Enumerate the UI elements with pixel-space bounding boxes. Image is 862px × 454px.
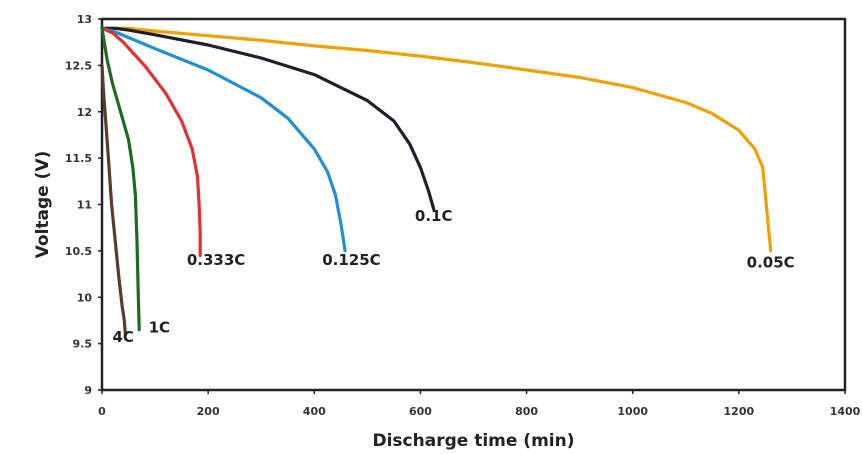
series-label-0p05c: 0.05C <box>747 254 795 272</box>
x-tick-label: 200 <box>197 405 220 418</box>
series-line-1c <box>100 26 141 332</box>
y-axis-label: Voltage (V) <box>33 151 53 259</box>
y-tick-label: 9.5 <box>73 338 93 351</box>
series-label-0p333c: 0.333C <box>187 251 245 269</box>
series-line-0p05c <box>100 26 773 253</box>
y-tick-label: 11.5 <box>65 152 92 165</box>
series-line-4c <box>100 63 128 336</box>
y-tick-label: 9 <box>84 384 92 397</box>
y-tick-label: 13 <box>77 13 92 26</box>
x-tick-label: 1200 <box>724 405 755 418</box>
plot-area-frame <box>100 17 847 392</box>
series-line-0p125c <box>100 26 347 253</box>
series-label-0p125c: 0.125C <box>322 251 380 269</box>
x-tick-label: 0 <box>98 405 106 418</box>
x-axis-label: Discharge time (min) <box>372 431 574 451</box>
series-line-0p333c <box>100 26 202 258</box>
y-tick-label: 10 <box>77 291 93 304</box>
y-tick-label: 10.5 <box>65 245 92 258</box>
series-label-1c: 1C <box>149 318 170 336</box>
x-tick-label: 400 <box>303 405 326 418</box>
y-tick-label: 12 <box>77 106 92 119</box>
series-line-0p1c <box>100 26 436 211</box>
y-tick-label: 11 <box>77 199 92 212</box>
series-label-0p1c: 0.1C <box>415 207 453 225</box>
y-tick-label: 12.5 <box>65 59 92 72</box>
x-tick-label: 600 <box>409 405 432 418</box>
series-label-4c: 4C <box>113 328 134 346</box>
x-tick-label: 1000 <box>617 405 648 418</box>
x-tick-label: 800 <box>515 405 538 418</box>
x-tick-label: 1400 <box>830 405 861 418</box>
